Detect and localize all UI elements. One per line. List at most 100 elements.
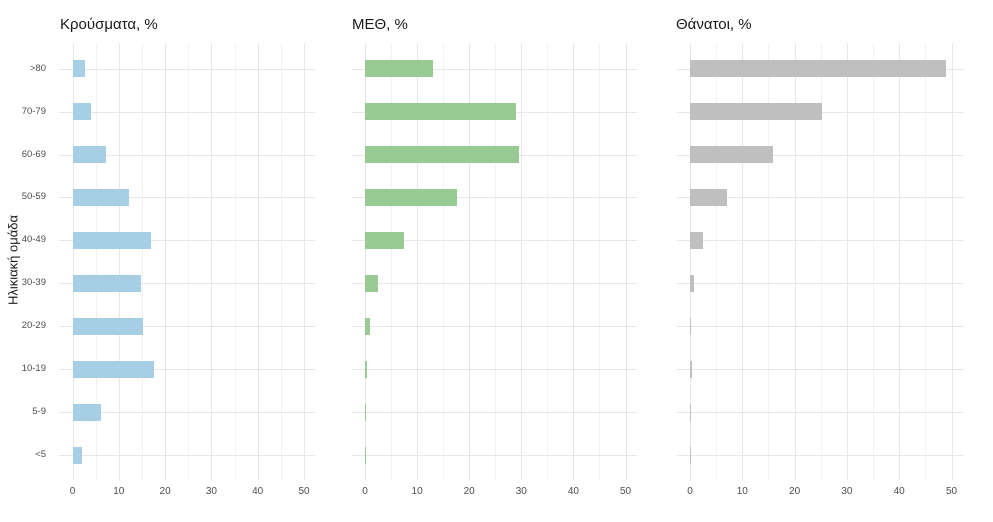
minor-gridline <box>234 43 236 480</box>
minor-gridline <box>547 43 549 480</box>
row-gridline <box>351 412 637 414</box>
minor-gridline <box>443 43 445 480</box>
y-tick-label: 30-39 <box>21 277 46 289</box>
row-gridline <box>59 369 315 371</box>
chart-title-deaths: Θάνατοι, % <box>676 16 752 33</box>
major-gridline <box>899 43 901 480</box>
bar-deaths-50-59 <box>690 188 727 206</box>
row-gridline <box>59 68 315 70</box>
bar-deaths-20-29 <box>690 317 691 335</box>
x-tick-label: 40 <box>567 486 579 497</box>
row-gridline <box>676 283 964 285</box>
x-tick-label: 0 <box>69 486 76 497</box>
minor-gridline <box>280 43 282 480</box>
bar-icu-60-69 <box>365 146 520 164</box>
row-gridline <box>59 197 315 199</box>
bar-deaths-30-39 <box>690 274 694 292</box>
major-gridline <box>417 43 419 480</box>
major-gridline <box>742 43 744 480</box>
major-gridline <box>690 43 691 480</box>
bar-icu-80 <box>365 60 434 78</box>
minor-gridline <box>925 43 927 480</box>
x-tick-label: 10 <box>411 486 423 497</box>
major-gridline <box>165 43 167 480</box>
x-tick-label: 0 <box>362 486 368 497</box>
x-tick-label: 30 <box>515 486 527 497</box>
bar-cases-20-29 <box>72 317 143 335</box>
row-gridline <box>59 283 315 285</box>
minor-gridline <box>873 43 875 480</box>
major-gridline <box>625 43 627 480</box>
major-gridline <box>118 43 120 480</box>
row-gridline <box>676 412 964 414</box>
major-gridline <box>951 43 953 480</box>
minor-gridline <box>95 43 97 480</box>
y-tick-label: 50-59 <box>21 191 46 203</box>
row-gridline <box>59 111 315 113</box>
minor-gridline <box>820 43 822 480</box>
row-gridline <box>351 68 637 70</box>
row-gridline <box>351 283 637 285</box>
major-gridline <box>72 43 74 480</box>
bar-deaths-10-19 <box>690 360 692 378</box>
row-gridline <box>351 455 637 457</box>
major-gridline <box>521 43 523 480</box>
chart-title-cases: Κρούσματα, % <box>60 16 158 33</box>
bar-deaths-60-69 <box>690 146 774 164</box>
x-tick-label: 20 <box>789 486 801 497</box>
bar-cases-60-69 <box>72 146 106 164</box>
y-tick-label: 60-69 <box>21 148 46 160</box>
bar-cases-5 <box>72 446 83 464</box>
bar-cases-70-79 <box>72 103 92 121</box>
minor-gridline <box>599 43 601 480</box>
bar-deaths-5 <box>690 446 691 464</box>
bar-cases-40-49 <box>72 231 152 249</box>
row-gridline <box>59 412 315 414</box>
major-gridline <box>573 43 575 480</box>
y-tick-label: 20-29 <box>21 320 46 332</box>
bar-icu-20-29 <box>365 317 371 335</box>
minor-gridline <box>188 43 190 480</box>
row-gridline <box>59 154 315 156</box>
bar-icu-50-59 <box>365 188 458 206</box>
bar-deaths-80 <box>690 60 946 78</box>
y-tick-label: 10-19 <box>21 363 46 375</box>
bar-icu-70-79 <box>365 103 517 121</box>
x-tick-label: 20 <box>159 486 171 497</box>
x-tick-label: 50 <box>619 486 632 497</box>
bar-cases-30-39 <box>72 274 142 292</box>
bar-icu-5 <box>365 446 367 464</box>
row-gridline <box>351 197 637 199</box>
y-tick-label: >80 <box>29 62 46 74</box>
y-tick-label: 5-9 <box>32 406 46 418</box>
y-tick-label: <5 <box>35 449 46 461</box>
minor-gridline <box>141 43 143 480</box>
minor-gridline <box>495 43 497 480</box>
bar-cases-50-59 <box>72 188 130 206</box>
x-tick-label: 10 <box>113 486 125 497</box>
row-gridline <box>59 240 315 242</box>
row-gridline <box>351 369 637 371</box>
x-tick-label: 30 <box>841 486 853 497</box>
x-tick-label: 40 <box>252 486 264 497</box>
y-tick-label: 70-79 <box>21 105 46 117</box>
minor-gridline <box>391 43 393 480</box>
row-gridline <box>676 154 964 156</box>
row-gridline <box>351 326 637 328</box>
minor-gridline <box>768 43 770 480</box>
bar-icu-30-39 <box>365 274 378 292</box>
major-gridline <box>304 43 305 480</box>
row-gridline <box>676 240 964 242</box>
bar-deaths-70-79 <box>690 103 822 121</box>
row-gridline <box>676 455 964 457</box>
row-gridline <box>351 240 637 242</box>
major-gridline <box>846 43 848 480</box>
bar-icu-5-9 <box>365 403 366 421</box>
x-tick-label: 10 <box>736 486 748 497</box>
bar-icu-10-19 <box>365 360 367 378</box>
row-gridline <box>676 369 964 371</box>
x-tick-label: 30 <box>205 486 217 497</box>
major-gridline <box>211 43 213 480</box>
